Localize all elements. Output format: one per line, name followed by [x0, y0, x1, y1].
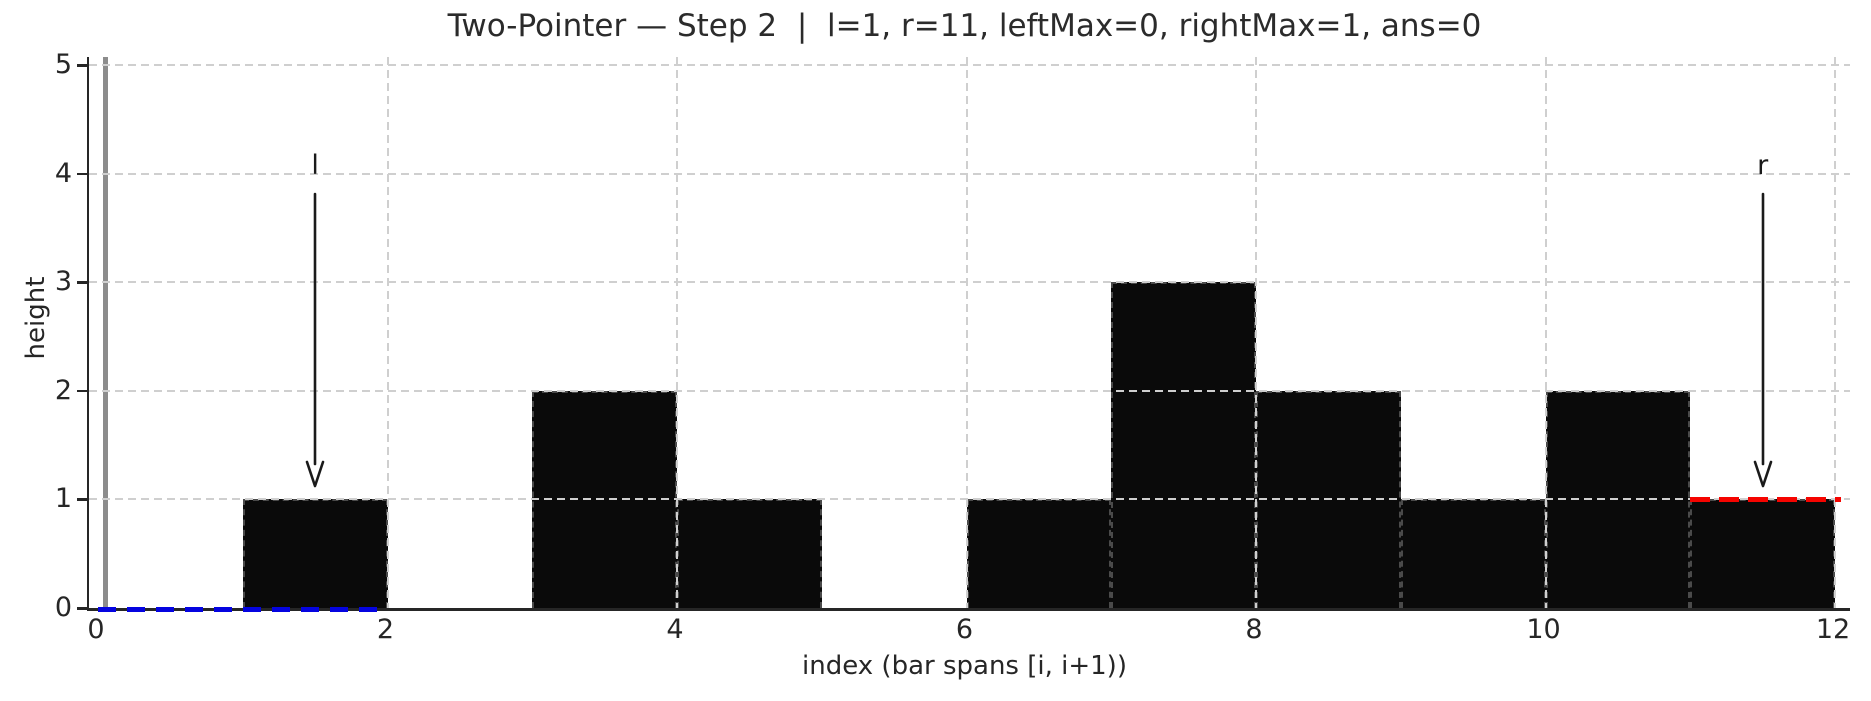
- y-tick-mark-3: [77, 281, 87, 284]
- y-tick-label-1: 1: [54, 483, 72, 515]
- gridline-x-8: [1255, 57, 1257, 608]
- gridline-x-6: [965, 57, 968, 608]
- y-tick-mark-4: [77, 172, 87, 176]
- gridline-x-10: [1544, 57, 1547, 608]
- gridline-x-12: [1834, 57, 1836, 608]
- gridline-x-2: [386, 57, 389, 608]
- leftmax-dashed-line: [98, 607, 388, 612]
- gridline-y-5: [89, 64, 1850, 66]
- y-tick-label-2: 2: [54, 374, 72, 406]
- x-tick-label-10: 10: [1526, 614, 1561, 645]
- x-tick-label-12: 12: [1815, 614, 1851, 645]
- y-tick-label-4: 4: [54, 157, 72, 189]
- left-pointer-label: l: [311, 150, 319, 181]
- x-tick-label-8: 8: [1245, 614, 1263, 645]
- right-pointer-arrow: [1753, 192, 1772, 488]
- x-axis-label: index (bar spans [i, i+1)): [802, 651, 1127, 681]
- gridline-y-1: [89, 498, 1850, 501]
- bar-index-1: [242, 499, 388, 608]
- bar-index-6: [966, 499, 1112, 608]
- y-tick-mark-1: [77, 498, 87, 501]
- chart-title: Two-Pointer — Step 2 | l=1, r=11, leftMa…: [447, 8, 1482, 44]
- gridline-y-4: [89, 172, 1850, 175]
- y-tick-mark-5: [77, 64, 87, 67]
- gridline-y-3: [89, 281, 1850, 284]
- origin-gray-vline: [103, 57, 109, 608]
- y-tick-label-0: 0: [54, 592, 72, 623]
- rightmax-dashed-line: [1690, 496, 1841, 502]
- y-tick-mark-0: [77, 607, 87, 610]
- x-tick-label-2: 2: [376, 614, 395, 645]
- right-pointer-label: r: [1757, 150, 1769, 181]
- gridline-y-2: [89, 389, 1850, 392]
- gridline-x-4: [676, 57, 678, 608]
- x-tick-label-6: 6: [955, 614, 974, 645]
- y-tick-label-3: 3: [54, 266, 72, 298]
- x-tick-label-0: 0: [87, 614, 105, 645]
- x-tick-label-4: 4: [666, 614, 684, 645]
- bar-index-9: [1400, 499, 1546, 608]
- bar-index-4: [677, 499, 822, 608]
- y-tick-mark-2: [77, 389, 87, 393]
- bar-index-7: [1111, 282, 1256, 608]
- bar-index-11: [1690, 499, 1835, 608]
- y-tick-label-5: 5: [54, 49, 72, 80]
- left-pointer-arrow: [305, 192, 325, 488]
